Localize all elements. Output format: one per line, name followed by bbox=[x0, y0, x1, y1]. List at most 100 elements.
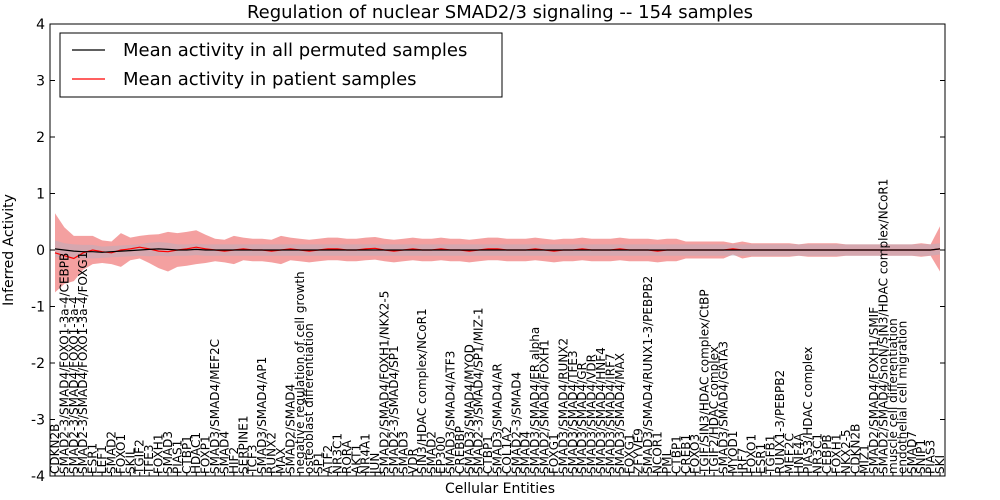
x-tick-label: SERPINE1 bbox=[236, 415, 250, 474]
y-tick-label: -2 bbox=[31, 356, 45, 372]
x-tick-label: CDKN2B bbox=[848, 424, 862, 474]
x-tick-label: SMAD2/SMAD4/FOXH1 bbox=[538, 339, 552, 474]
x-tick-label: FOXO1 bbox=[114, 434, 128, 474]
x-tick-label: PIAS3 bbox=[924, 440, 938, 474]
x-tick-label: SKIL bbox=[123, 448, 137, 474]
x-tick-label: LEF1 bbox=[95, 445, 109, 474]
y-tick-label: 1 bbox=[36, 187, 45, 203]
x-tick-label: SMAD7 bbox=[905, 431, 919, 474]
y-axis-label: Inferred Activity bbox=[1, 194, 17, 306]
x-tick-label: SMAD3/SMAD4/AP1 bbox=[255, 357, 269, 474]
x-tick-label: osteoblast differentiation bbox=[302, 323, 316, 474]
x-tick-label: HIF2 bbox=[227, 447, 241, 474]
chart-title: Regulation of nuclear SMAD2/3 signaling … bbox=[247, 2, 753, 23]
legend-box bbox=[59, 32, 503, 98]
x-tick-label: FOXO3 bbox=[688, 434, 702, 474]
x-tick-label: FOXP1 bbox=[199, 435, 213, 474]
x-tick-label: SMAD3 bbox=[396, 431, 410, 474]
x-tick-label: negative regulation of cell growth bbox=[293, 271, 307, 474]
x-tick-label: SMAD2/SMAD4/FOXH1/NKX2-5 bbox=[378, 291, 392, 474]
x-tick-label: SMAD2-3/SMAD4/FOXO1-3a-4/CEBPB bbox=[57, 253, 71, 474]
x-tick-label: FOXG1 bbox=[622, 433, 636, 474]
x-tick-label: SMAD2-3/SMAD4/FOXO1-3a-4/FOXG1 bbox=[76, 252, 90, 474]
x-tick-label: SMAD3/SMAD4/RUNX2 bbox=[556, 338, 570, 474]
x-tick-label: MAX bbox=[274, 447, 288, 474]
x-tick-label: EP300 bbox=[434, 436, 448, 474]
x-tick-label: SMAD3/SMAD4/ER alpha bbox=[528, 327, 542, 474]
x-tick-label: RORA bbox=[340, 439, 354, 474]
y-tick-label: -1 bbox=[31, 300, 45, 316]
x-tick-label: SKI bbox=[933, 455, 947, 474]
x-tick-label: CDKN2B bbox=[48, 424, 62, 474]
x-tick-label: JUN bbox=[368, 453, 382, 475]
x-tick-label: CREBBP bbox=[453, 426, 467, 474]
x-tick-label: FOXH1 bbox=[829, 434, 843, 474]
x-tick-label: SMAD4 bbox=[218, 431, 232, 474]
x-tick-label: TGIF2/HDAC complex bbox=[707, 346, 721, 475]
x-tick-label: MIZ1 bbox=[858, 444, 872, 474]
x-tick-label: ESR1 bbox=[754, 443, 768, 474]
legend: Mean activity in all permuted samples Me… bbox=[59, 32, 503, 98]
x-tick-label: SMAD3 bbox=[161, 431, 175, 474]
x-tick-label: PIAS3/HDAC complex bbox=[801, 347, 815, 474]
x-tick-label: IRF7 bbox=[735, 448, 749, 474]
x-tick-label: SMAD3/SMAD4/IRF7 bbox=[604, 353, 618, 474]
x-tick-label: ATF2 bbox=[321, 445, 335, 474]
x-tick-label: AKT1 bbox=[349, 444, 363, 474]
x-tick-label: CTBP1 bbox=[481, 435, 495, 474]
x-tick-label: SIN3/HDAC complex/NCoR1 bbox=[415, 308, 429, 474]
x-tick-label: TFE3 bbox=[142, 445, 156, 475]
x-tick-label: SMAD2 bbox=[105, 431, 119, 474]
x-tick-label: RUNX1-3/PEBPB2 bbox=[773, 370, 787, 474]
x-tick-label: PML bbox=[660, 449, 674, 474]
x-tick-label: NR4A1 bbox=[359, 433, 373, 474]
x-tick-label: PIAS1 bbox=[170, 440, 184, 474]
x-tick-label: muscle cell differentiation bbox=[886, 318, 900, 474]
x-tick-label: endothelial cell migration bbox=[895, 321, 909, 474]
x-tick-label: SMAD3/SMAD4/RUNX1-3/PEBPB2 bbox=[641, 276, 655, 474]
x-tick-label: SMAD3/SMAD4/AR bbox=[491, 363, 505, 474]
x-tick-label: SMAD2/SMAD4 bbox=[283, 384, 297, 474]
series-line-permuted bbox=[54, 248, 941, 253]
x-tick-label: CTBP1 bbox=[180, 435, 194, 474]
x-tick-label: SMAD3/SMAD4/VDR bbox=[585, 354, 599, 474]
x-tick-label: SMAD2 bbox=[425, 431, 439, 474]
x-tick-label: NR3C1 bbox=[811, 433, 825, 474]
x-tick-label: SMAD3/SMAD4/TFE3 bbox=[566, 350, 580, 474]
x-tick-label: CREB1 bbox=[679, 434, 693, 474]
y-tick-label: -4 bbox=[31, 469, 45, 485]
x-tick-label: FOXH1 bbox=[152, 434, 166, 474]
y-tick-label: -3 bbox=[31, 413, 45, 429]
x-tick-label: SMAD3/SMAD4/MAX bbox=[613, 353, 627, 474]
legend-label-permuted: Mean activity in all permuted samples bbox=[123, 40, 467, 61]
x-tick-label: RUNX2 bbox=[265, 432, 279, 474]
x-axis-label: Cellular Entities bbox=[445, 481, 555, 497]
x-tick-label: ZFYVE9 bbox=[632, 428, 646, 474]
x-tick-label: SMAD3/SMAD4/HNF4 bbox=[594, 347, 608, 474]
x-tick-label: MYOD1 bbox=[726, 431, 740, 474]
x-tick-label: VDR bbox=[406, 448, 420, 474]
x-tick-label: SMAD2/SMAD4/SnoN/SIN3/HDAC complex/NCoR1 bbox=[877, 179, 891, 474]
x-tick-label: SMAD3/SMAD4/MYOD bbox=[462, 344, 476, 474]
x-tick-label: SMAD3/SMAD4/GR bbox=[575, 362, 589, 474]
x-tick-label: TGIF/SIN3/HDAC complex/CtBP bbox=[698, 289, 712, 475]
patient-band bbox=[55, 213, 940, 293]
y-tick-label: 0 bbox=[36, 243, 45, 259]
y-tick-label: 4 bbox=[36, 17, 45, 33]
x-tick-label: SMAD2-3/SMAD4/FOXO1-3a-4 bbox=[67, 296, 81, 474]
x-tick-label: NCOR1 bbox=[651, 431, 665, 474]
x-tick-label: SMAD3/SMAD4/GATA3 bbox=[717, 341, 731, 474]
x-tick-label: SMAD2/SMAD4/FOXH1/SMIF bbox=[867, 307, 881, 474]
x-tick-label: NKX2-5 bbox=[839, 429, 853, 474]
x-tick-label: TCF3 bbox=[246, 444, 260, 475]
x-tick-label: SNIP1 bbox=[914, 439, 928, 474]
x-tick-label: SMAD2-3/SMAD4/SP1 bbox=[387, 345, 401, 474]
x-tick-label: HDAC1 bbox=[189, 432, 203, 474]
x-tick-label: CEBPB bbox=[820, 434, 834, 474]
x-tick-labels: CDKN2BSMAD2-3/SMAD4/FOXO1-3a-4/CEBPBSMAD… bbox=[48, 179, 947, 475]
x-tick-label: TGFB1 bbox=[764, 435, 778, 475]
x-tick-label: FOXO1 bbox=[745, 434, 759, 474]
x-tick-label: SMAD2-3/SMAD4/SP1/MIZ-1 bbox=[472, 307, 486, 474]
x-tick-label: FOXG1 bbox=[547, 433, 561, 474]
